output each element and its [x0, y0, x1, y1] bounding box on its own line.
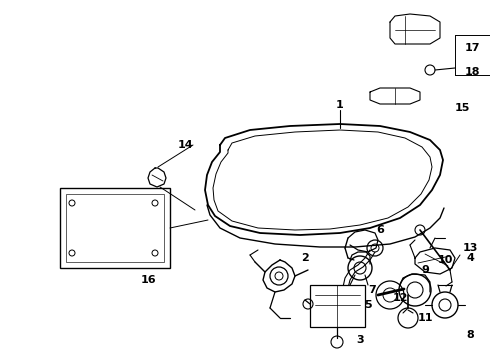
Text: 5: 5 [364, 300, 372, 310]
Text: 8: 8 [466, 330, 474, 340]
Bar [60, 188, 170, 268]
Text: 15: 15 [454, 103, 470, 113]
Text: 1: 1 [336, 100, 344, 110]
Text: 13: 13 [462, 243, 478, 253]
Text: 10: 10 [437, 255, 453, 265]
Text: 17: 17 [464, 43, 480, 53]
Text: 18: 18 [464, 67, 480, 77]
Text: 6: 6 [376, 225, 384, 235]
Text: 2: 2 [301, 253, 309, 263]
Text: 9: 9 [421, 265, 429, 275]
Text: 16: 16 [140, 275, 156, 285]
Bar [310, 285, 365, 327]
Text: 11: 11 [417, 313, 433, 323]
Text: 3: 3 [356, 335, 364, 345]
Text: 14: 14 [177, 140, 193, 150]
Text: 12: 12 [392, 293, 408, 303]
Bar [66, 194, 164, 262]
Text: 4: 4 [466, 253, 474, 263]
Text: 7: 7 [368, 285, 376, 295]
